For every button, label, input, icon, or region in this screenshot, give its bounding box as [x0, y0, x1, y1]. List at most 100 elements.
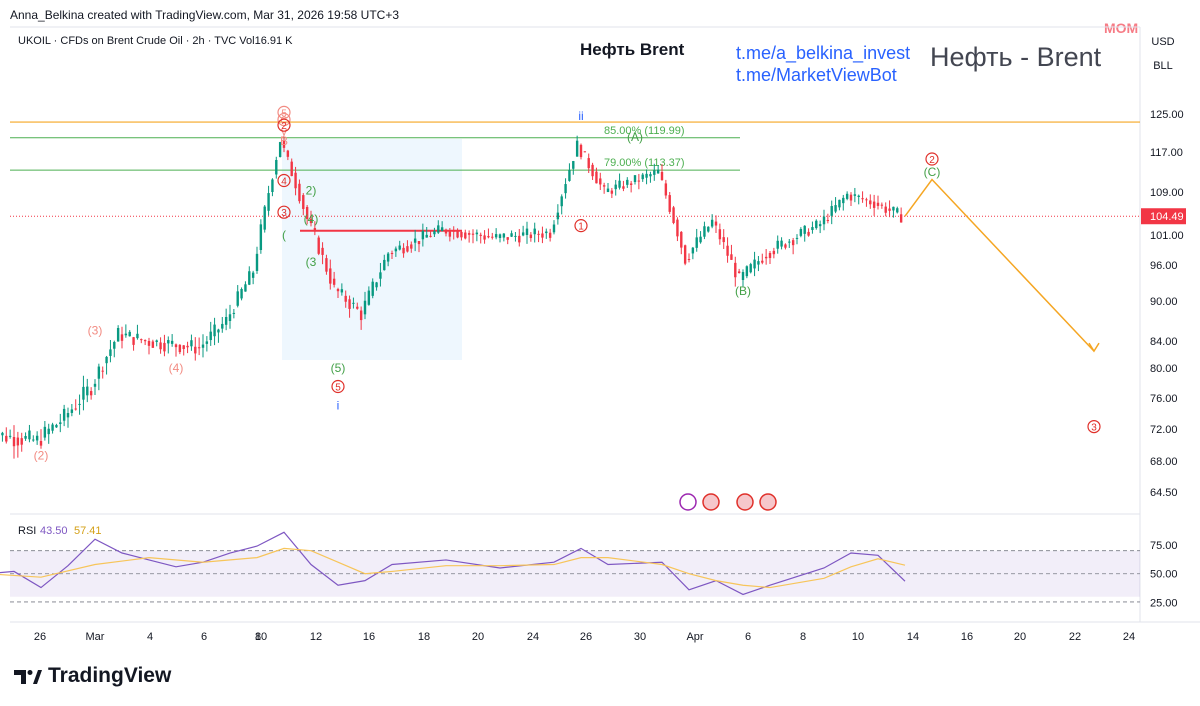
candle-body [89, 391, 93, 396]
candle-body [5, 435, 8, 442]
candle-body [429, 235, 432, 237]
projection-line [904, 178, 1095, 352]
candle-body [872, 201, 876, 208]
candle-body [263, 206, 266, 230]
candle-body [113, 341, 116, 349]
wave-label: 2) [306, 184, 317, 198]
candle-body [236, 291, 239, 306]
candle-body [637, 180, 641, 182]
candle-body [865, 199, 868, 201]
candle-body [471, 233, 475, 235]
wave-label: 2 [281, 121, 287, 132]
candle-body [464, 232, 467, 239]
time-tick: 26 [580, 631, 592, 643]
candle-body [398, 245, 401, 250]
candle-body [167, 340, 170, 344]
candle-body [379, 272, 382, 279]
candle-body [656, 169, 660, 174]
wave-label: (4) [304, 212, 319, 226]
candle-body [525, 228, 529, 235]
candle-body [413, 238, 417, 243]
candle-body [221, 323, 224, 329]
us-flag-icon[interactable] [759, 493, 777, 511]
candle-body [402, 247, 405, 254]
candle-body [680, 231, 683, 248]
candle-body [815, 220, 818, 229]
candle-body [764, 256, 768, 259]
wave-label-circle [277, 118, 291, 132]
candle-body [116, 327, 120, 342]
candle-body [12, 437, 16, 447]
candle-body [136, 333, 139, 339]
candle-body [730, 254, 733, 260]
time-tick: 6 [201, 631, 207, 643]
unit-button[interactable]: BLL [1153, 60, 1173, 72]
candle-body [896, 208, 899, 213]
rsi-ma-line [0, 547, 906, 589]
candle-body [795, 237, 799, 239]
tradingview-logo[interactable]: TradingView [12, 664, 171, 688]
candle-body [282, 140, 286, 148]
us-flag-icon[interactable] [736, 493, 754, 511]
telegram-link-1[interactable]: t.me/a_belkina_invest [736, 43, 911, 63]
wave-label: ( [282, 228, 286, 242]
candle-body [163, 342, 166, 352]
candle-body [761, 260, 764, 263]
candle-body [456, 231, 459, 238]
time-axis[interactable]: 26 Mar 4 6 810 12 16 18 20 24 26 30 Apr 6 8 10 14 16 20 22 2… [34, 631, 1135, 643]
candle-body [545, 231, 548, 234]
candle-body [683, 245, 687, 264]
us-flag-icon[interactable] [702, 493, 720, 511]
candle-body [672, 207, 675, 223]
price-axis[interactable]: 125.00 117.00 109.00 101.00 96.00 90.00 84.00 8… [1141, 109, 1186, 499]
currency-button[interactable]: USD [1151, 36, 1175, 48]
candle-body [710, 219, 714, 227]
candle-body [548, 232, 552, 238]
candle-body [147, 341, 151, 346]
event-icon[interactable] [679, 493, 697, 511]
telegram-link-2[interactable]: t.me/MarketViewBot [736, 65, 897, 85]
candle-body [842, 197, 845, 204]
candle-body [190, 340, 193, 347]
symbol-line[interactable]: UKOIL · CFDs on Brent Crude Oil · 2h · T… [18, 35, 293, 47]
chart-canvas[interactable]: 85.00% (119.99)79.00% (113.37) ByC52ii(A… [0, 0, 1200, 660]
telegram-links: t.me/a_belkina_invest t.me/MarketViewBot [736, 42, 910, 86]
candle-body [305, 206, 309, 219]
candle-body [626, 179, 629, 185]
economic-events[interactable] [679, 493, 777, 511]
candle-body [564, 184, 567, 194]
candle-body [560, 196, 563, 207]
candle-body [703, 226, 706, 237]
candle-body [336, 289, 340, 292]
candle-body [128, 331, 131, 337]
candle-body [271, 179, 274, 192]
candle-body [660, 172, 664, 180]
rsi-tick: 75.00 [1150, 540, 1178, 552]
candle-body [811, 227, 814, 231]
candle-body [714, 221, 718, 226]
candle-body [371, 281, 374, 296]
candle-body [641, 174, 644, 180]
wave-label-circle [1087, 420, 1101, 434]
candle-body [344, 295, 347, 302]
wave-label: 4 [281, 177, 287, 188]
candle-body [275, 159, 278, 175]
candle-body [390, 253, 394, 255]
time-tick: 12 [310, 631, 322, 643]
candle-body [529, 234, 533, 239]
candle-body [35, 435, 39, 441]
candle-body [97, 366, 101, 379]
candle-body [209, 331, 212, 341]
candle-body [541, 233, 544, 238]
candle-body [498, 234, 502, 238]
candle-body [587, 158, 590, 169]
candle-body [568, 170, 571, 181]
candle-body [718, 229, 722, 240]
candle-body [753, 259, 756, 269]
candle-body [59, 422, 62, 425]
candle-body [460, 231, 463, 238]
candle-body [633, 175, 637, 182]
wave-label: (2) [34, 448, 49, 462]
price-tick: 64.50 [1150, 487, 1178, 499]
time-tick: 16 [961, 631, 973, 643]
